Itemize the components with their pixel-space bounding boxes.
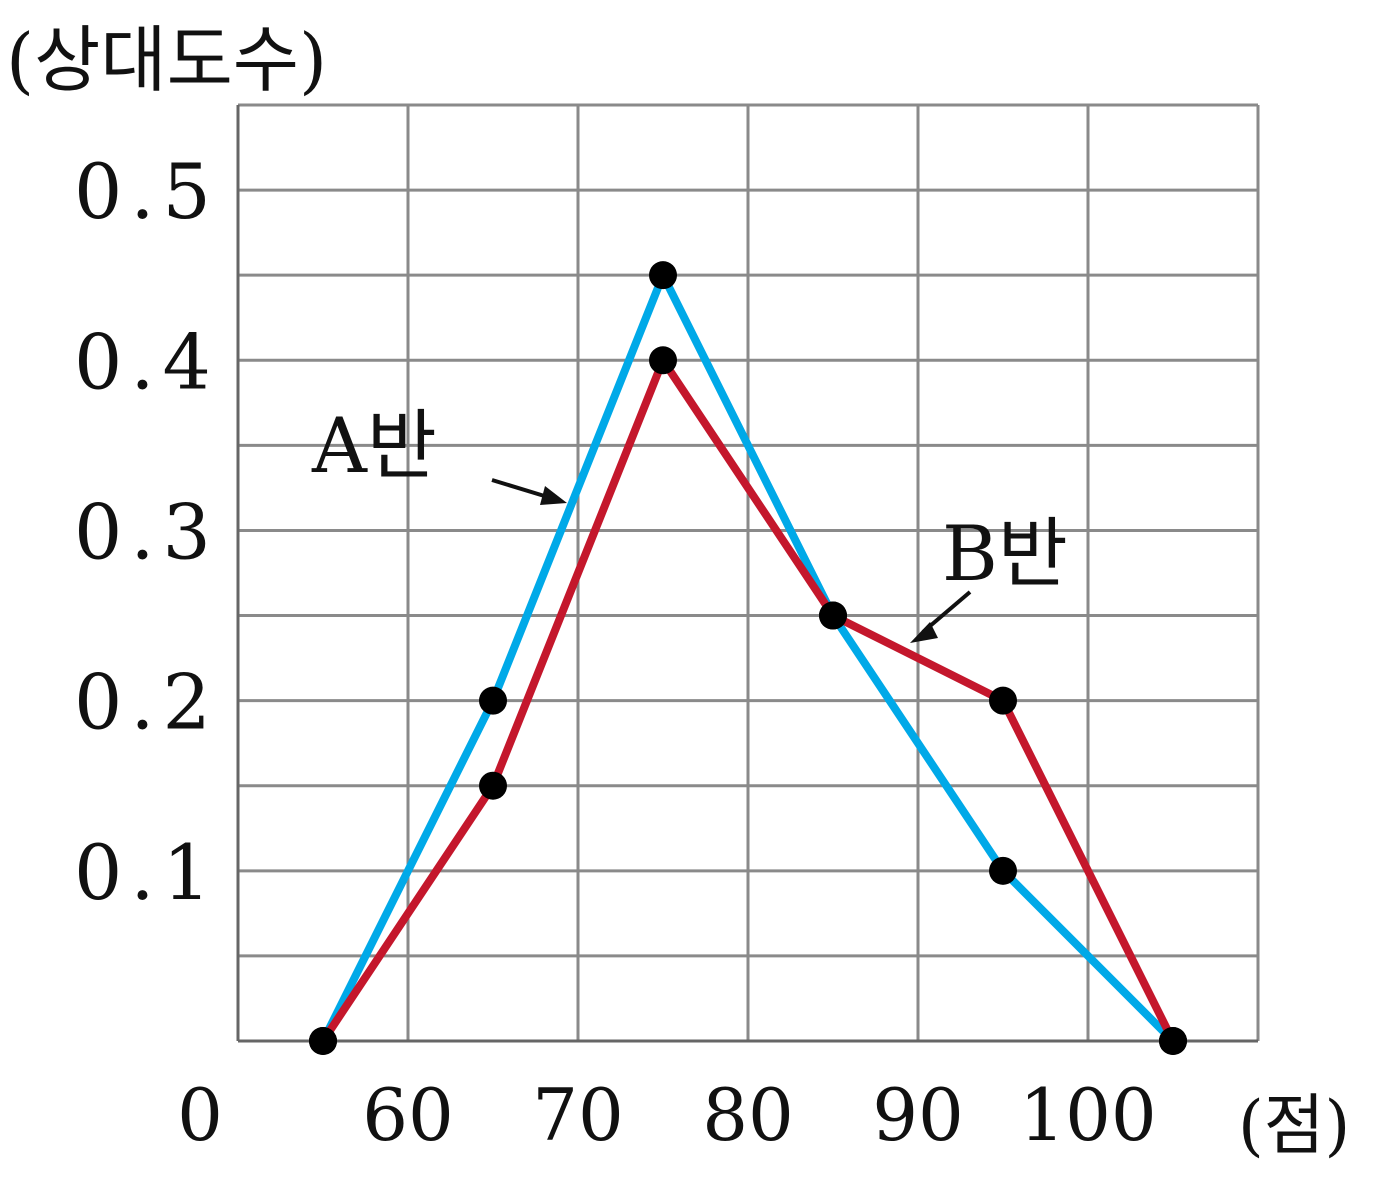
- x-tick-label: 70: [532, 1073, 624, 1157]
- x-tick-label: 80: [702, 1073, 794, 1157]
- ticks-layer: 0.1 0.2 0.3 0.4 0.5 60 70 80 90 100: [74, 147, 1157, 1157]
- points-layer: [309, 261, 1187, 1055]
- x-tick-label: 90: [872, 1073, 964, 1157]
- series-label-a: A반: [311, 401, 437, 490]
- data-point-a: [649, 261, 677, 290]
- data-point-b: [479, 771, 507, 800]
- grid: [236, 103, 1260, 1043]
- series-label-b: B반: [942, 509, 1068, 598]
- y-tick-label: 0.5: [74, 147, 219, 236]
- x-tick-label: 60: [362, 1073, 454, 1157]
- data-point-b: [819, 601, 847, 630]
- data-point-a: [479, 686, 507, 715]
- data-point-b: [309, 1027, 337, 1055]
- series-label-b-arrow: [910, 590, 972, 643]
- data-point-b: [1159, 1027, 1187, 1055]
- data-point-b: [649, 346, 677, 375]
- series-layer: [319, 265, 1177, 1045]
- y-tick-label: 0.2: [74, 658, 219, 747]
- data-point-a: [989, 856, 1017, 885]
- y-tick-label: 0.1: [74, 828, 219, 917]
- series-line-b: [319, 351, 1177, 1045]
- x-axis-unit-label: (점): [1238, 1087, 1350, 1164]
- data-point-b: [989, 686, 1017, 715]
- series-label-a-arrow: [491, 478, 567, 505]
- series-line-a: [319, 265, 1177, 1045]
- origin-label: 0: [177, 1073, 223, 1157]
- y-tick-label: 0.3: [74, 487, 219, 576]
- y-tick-label: 0.4: [74, 317, 219, 406]
- x-tick-label: 100: [1019, 1073, 1156, 1157]
- y-axis-label: (상대도수): [6, 18, 327, 102]
